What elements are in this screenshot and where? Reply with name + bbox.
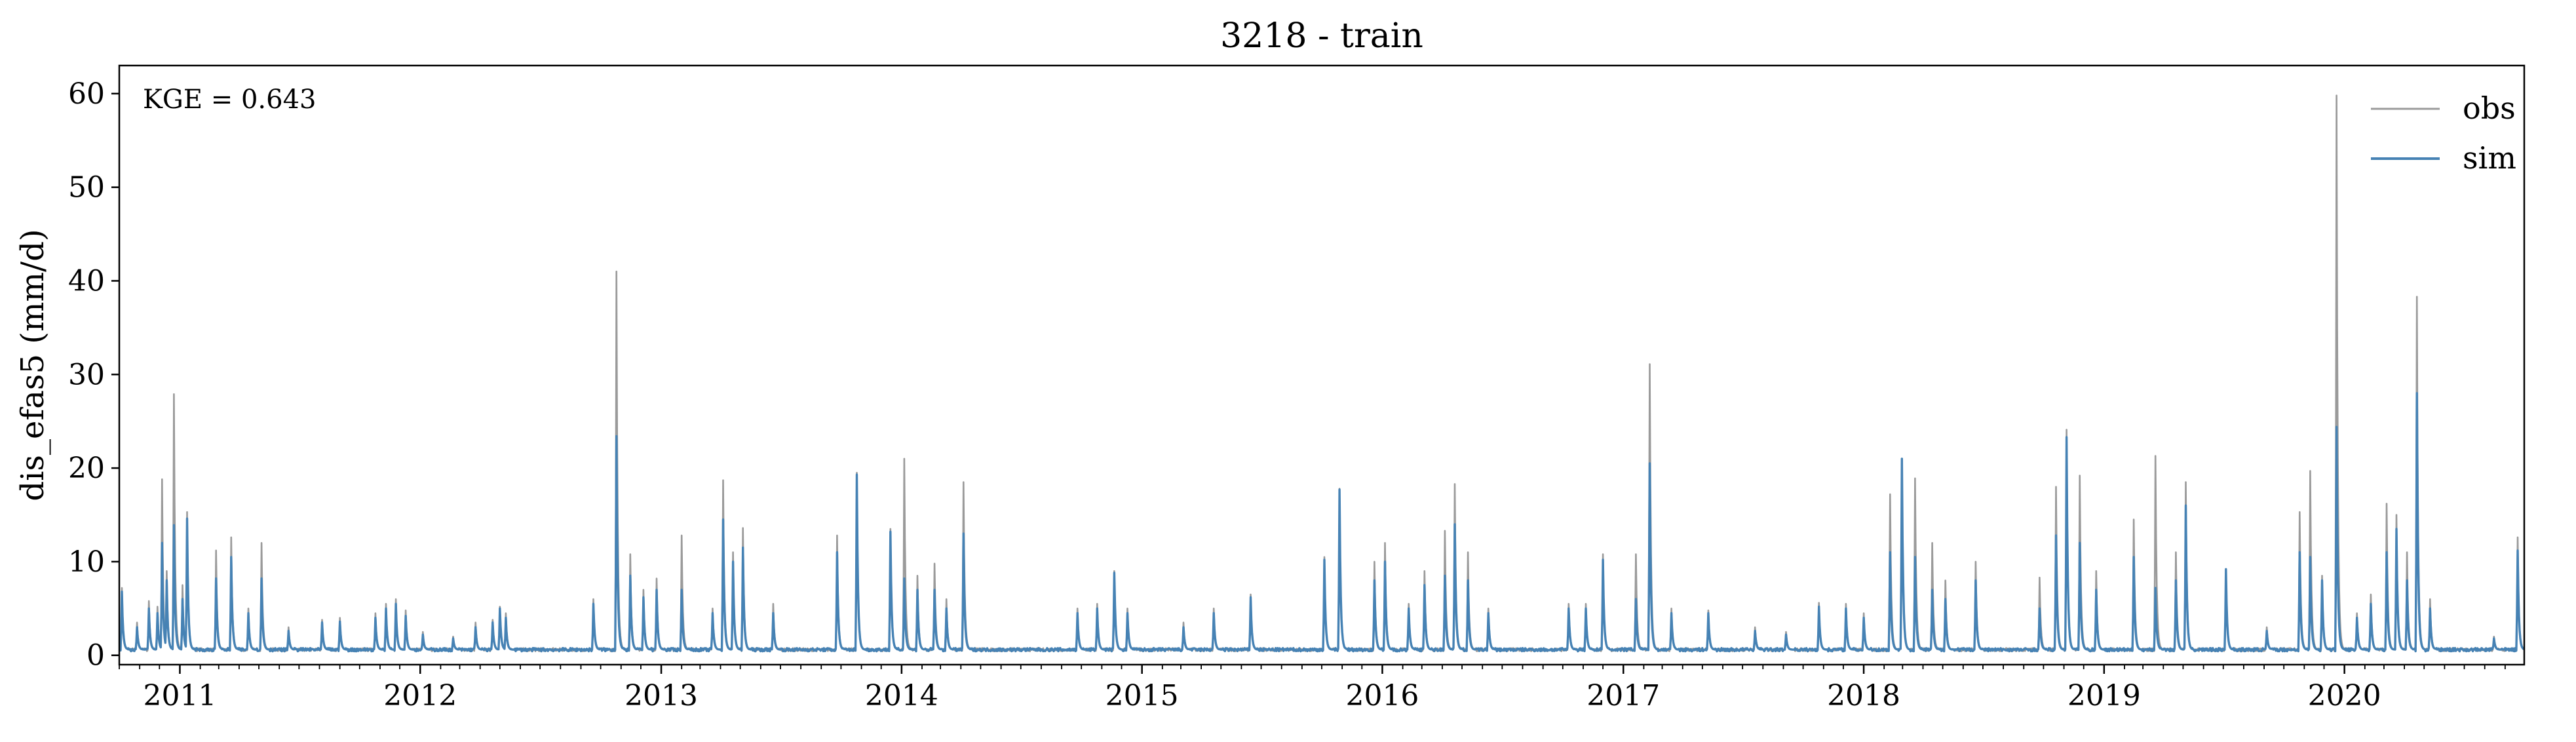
- legend: obs sim: [2371, 90, 2516, 176]
- x-tick-label: 2019: [2067, 679, 2141, 713]
- x-tick-label: 2018: [1827, 679, 1900, 713]
- series-layer: [119, 94, 2524, 653]
- legend-label-obs: obs: [2463, 90, 2516, 126]
- x-axis: 2011 2012 2013 2014 2015 2016 2017 2018 2019 2020: [119, 665, 2506, 713]
- x-tick-label: 2014: [865, 679, 938, 713]
- series-line-sim: [119, 392, 2524, 653]
- chart-title: 3218 - train: [1220, 16, 1423, 56]
- x-tick-label: 2015: [1105, 679, 1179, 713]
- x-tick-label: 2017: [1586, 679, 1660, 713]
- y-tick-label: 60: [68, 77, 105, 111]
- y-axis: 0 10 20 30 40 50 60: [68, 77, 119, 673]
- y-axis-title: dis_efas5 (mm/d): [14, 229, 51, 501]
- y-tick-label: 40: [68, 264, 105, 298]
- legend-label-sim: sim: [2463, 140, 2516, 176]
- x-tick-label: 2011: [143, 679, 216, 713]
- y-tick-label: 0: [87, 639, 105, 673]
- y-tick-label: 50: [68, 171, 105, 205]
- y-tick-label: 20: [68, 452, 105, 485]
- kge-annotation: KGE = 0.643: [143, 85, 317, 115]
- x-tick-label: 2016: [1345, 679, 1419, 713]
- x-tick-label: 2020: [2308, 679, 2381, 713]
- y-tick-label: 10: [68, 545, 105, 579]
- y-tick-label: 30: [68, 358, 105, 391]
- x-tick-label: 2012: [383, 679, 457, 713]
- x-tick-label: 2013: [625, 679, 698, 713]
